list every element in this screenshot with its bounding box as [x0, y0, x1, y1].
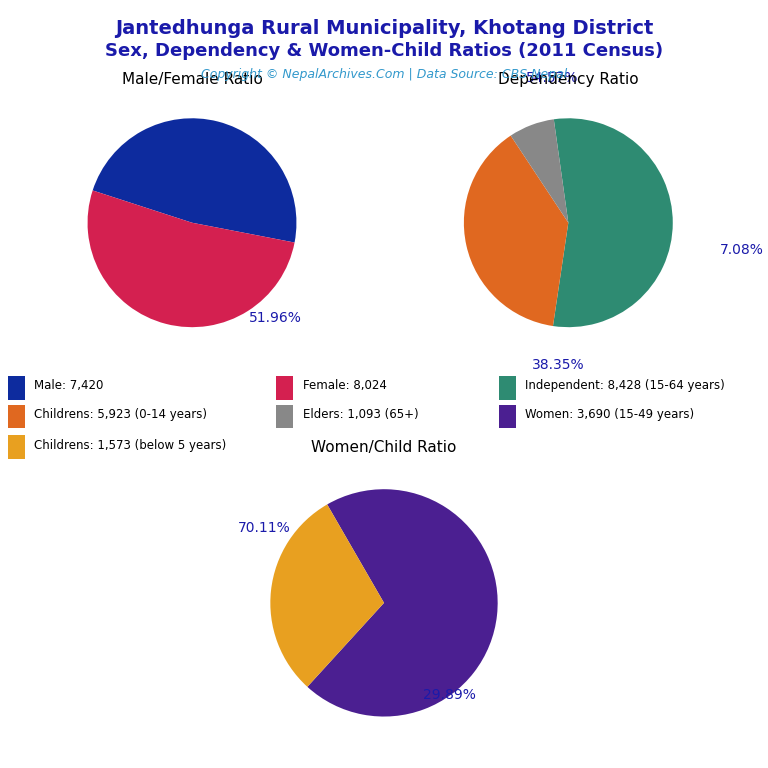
- Bar: [8, 376, 25, 399]
- Text: Elders: 1,093 (65+): Elders: 1,093 (65+): [303, 409, 419, 421]
- Bar: [8, 405, 25, 429]
- Text: 7.08%: 7.08%: [720, 243, 763, 257]
- Text: 51.96%: 51.96%: [249, 311, 302, 325]
- Text: Childrens: 1,573 (below 5 years): Childrens: 1,573 (below 5 years): [34, 439, 226, 452]
- Text: Male: 7,420: Male: 7,420: [34, 379, 103, 392]
- Bar: [276, 376, 293, 399]
- Text: Women: 3,690 (15-49 years): Women: 3,690 (15-49 years): [525, 409, 694, 421]
- Bar: [499, 405, 516, 429]
- Bar: [8, 435, 25, 458]
- Title: Women/Child Ratio: Women/Child Ratio: [311, 441, 457, 455]
- Text: 54.57%: 54.57%: [526, 71, 579, 84]
- Text: Female: 8,024: Female: 8,024: [303, 379, 386, 392]
- Text: Sex, Dependency & Women-Child Ratios (2011 Census): Sex, Dependency & Women-Child Ratios (20…: [105, 42, 663, 60]
- Title: Dependency Ratio: Dependency Ratio: [498, 72, 639, 87]
- Title: Male/Female Ratio: Male/Female Ratio: [121, 72, 263, 87]
- Text: Copyright © NepalArchives.Com | Data Source: CBS Nepal: Copyright © NepalArchives.Com | Data Sou…: [201, 68, 567, 81]
- Text: 38.35%: 38.35%: [531, 358, 584, 372]
- Wedge shape: [93, 118, 296, 243]
- Bar: [499, 376, 516, 399]
- Wedge shape: [553, 118, 673, 327]
- Text: Childrens: 5,923 (0-14 years): Childrens: 5,923 (0-14 years): [34, 409, 207, 421]
- Text: 70.11%: 70.11%: [238, 521, 291, 535]
- Wedge shape: [511, 119, 568, 223]
- Bar: [276, 405, 293, 429]
- Wedge shape: [464, 136, 568, 326]
- Wedge shape: [88, 190, 295, 327]
- Wedge shape: [270, 505, 384, 687]
- Text: Independent: 8,428 (15-64 years): Independent: 8,428 (15-64 years): [525, 379, 725, 392]
- Text: 29.89%: 29.89%: [423, 688, 476, 703]
- Wedge shape: [307, 489, 498, 717]
- Text: Jantedhunga Rural Municipality, Khotang District: Jantedhunga Rural Municipality, Khotang …: [114, 19, 654, 38]
